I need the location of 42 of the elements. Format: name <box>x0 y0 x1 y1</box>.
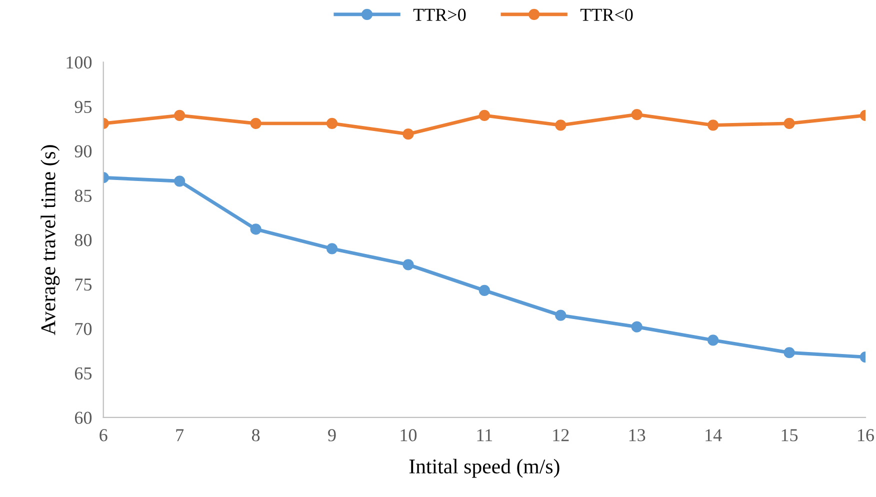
y-tick-label: 65 <box>74 367 92 380</box>
y-tick-label: 70 <box>75 322 92 336</box>
y-tick-label: 80 <box>74 234 92 246</box>
x-tick-label: 11 <box>477 429 492 442</box>
point <box>708 334 719 346</box>
point <box>402 259 414 270</box>
point <box>250 224 262 235</box>
y-tick-label: 90 <box>74 145 92 158</box>
point <box>631 321 642 332</box>
point <box>784 347 795 358</box>
point <box>402 128 414 140</box>
y-tick-label: 85 <box>74 190 92 202</box>
y-tick-label: 100 <box>66 56 92 69</box>
point <box>326 243 338 254</box>
point <box>631 108 642 120</box>
point <box>555 310 566 321</box>
x-tick-label: 10 <box>400 429 417 442</box>
point <box>478 110 490 121</box>
point <box>784 118 795 129</box>
point <box>708 120 719 131</box>
x-tick-label: 9 <box>328 429 336 442</box>
point <box>555 120 566 131</box>
x-tick-label: 13 <box>629 429 646 442</box>
point <box>326 118 338 129</box>
y-tick-label: 60 <box>74 412 92 424</box>
point <box>174 176 186 187</box>
legend-label: TTR<0 <box>580 8 633 21</box>
x-tick-label: 16 <box>858 429 874 442</box>
x-tick-label: 7 <box>176 429 184 442</box>
point <box>478 284 490 296</box>
y-tick-label: 75 <box>75 278 92 291</box>
x-tick-label: 8 <box>252 429 260 442</box>
x-tick-label: 15 <box>782 429 798 442</box>
x-tick-label: 6 <box>100 429 108 442</box>
x-axis-title: Intital speed (m/s) <box>409 458 560 478</box>
point <box>174 110 186 121</box>
x-tick-label: 14 <box>706 429 722 442</box>
x-tick-label: 12 <box>553 429 569 442</box>
y-axis-title: Average travel time (s) <box>40 145 60 336</box>
y-tick-label: 95 <box>74 100 92 113</box>
point <box>250 118 262 129</box>
legend-label: TTR>0 <box>413 8 466 21</box>
